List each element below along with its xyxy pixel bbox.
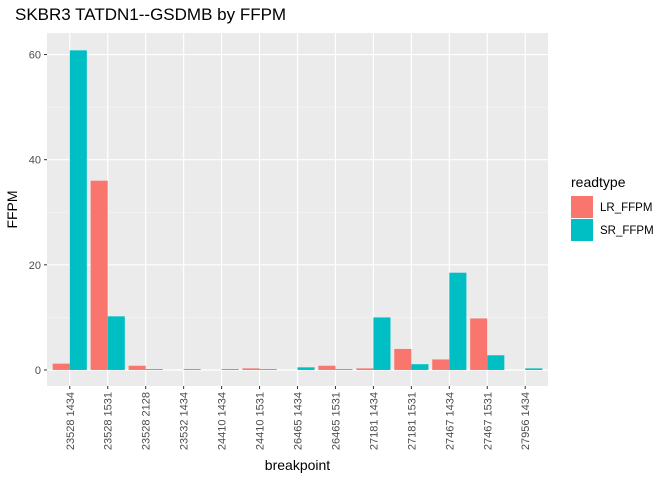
legend: readtype LR_FFPM SR_FFPM bbox=[571, 174, 654, 241]
bar-sr-ffpm bbox=[335, 369, 353, 370]
bar-sr-ffpm bbox=[373, 317, 391, 370]
bars bbox=[52, 50, 543, 370]
y-tick-label: 0 bbox=[35, 365, 41, 377]
bar-sr-ffpm bbox=[487, 355, 505, 370]
y-tick-label: 60 bbox=[29, 50, 41, 62]
x-tick-label: 26465 1434 bbox=[293, 392, 305, 450]
x-tick-label: 24410 1434 bbox=[217, 392, 229, 450]
y-tick-label: 20 bbox=[29, 260, 41, 272]
y-axis-title: FFPM bbox=[4, 190, 20, 228]
bar-sr-ffpm bbox=[69, 50, 87, 370]
bar-lr-ffpm bbox=[242, 368, 260, 370]
bar-sr-ffpm bbox=[411, 364, 429, 370]
x-tick-label: 27181 1434 bbox=[368, 392, 380, 450]
y-axis: 0 20 40 60 bbox=[29, 50, 47, 377]
legend-key-lr-ffpm bbox=[571, 196, 593, 218]
x-tick-label: 27467 1434 bbox=[444, 392, 456, 450]
bar-sr-ffpm bbox=[259, 369, 277, 370]
bar-sr-ffpm bbox=[145, 369, 163, 370]
legend-label: SR_FFPM bbox=[600, 225, 654, 237]
x-tick-label: 23528 2128 bbox=[141, 392, 153, 450]
x-tick-label: 26465 1531 bbox=[330, 392, 342, 450]
x-tick-label: 23528 1434 bbox=[65, 392, 77, 450]
bar-sr-ffpm bbox=[449, 272, 467, 370]
x-tick-label: 27181 1531 bbox=[406, 392, 418, 450]
x-axis-title: breakpoint bbox=[265, 457, 330, 473]
x-tick-label: 24410 1531 bbox=[255, 392, 267, 450]
bar-sr-ffpm bbox=[297, 367, 315, 370]
x-tick-label: 23532 1434 bbox=[179, 392, 191, 450]
bar-sr-ffpm bbox=[221, 369, 239, 370]
bar-lr-ffpm bbox=[356, 368, 374, 370]
y-tick-label: 40 bbox=[29, 155, 41, 167]
chart-title: SKBR3 TATDN1--GSDMB by FFPM bbox=[15, 5, 286, 24]
bar-lr-ffpm bbox=[90, 180, 108, 370]
x-tick-label: 27467 1531 bbox=[482, 392, 494, 450]
bar-lr-ffpm bbox=[394, 348, 412, 370]
bar-sr-ffpm bbox=[183, 369, 201, 370]
bar-sr-ffpm bbox=[107, 316, 125, 370]
bar-lr-ffpm bbox=[318, 365, 336, 370]
legend-key-sr-ffpm bbox=[571, 219, 593, 241]
x-axis: 23528 1434 23528 1531 23528 2128 23532 1434… bbox=[65, 386, 532, 450]
bar-lr-ffpm bbox=[52, 363, 70, 370]
bar-lr-ffpm bbox=[128, 365, 146, 370]
bar-sr-ffpm bbox=[525, 368, 543, 370]
legend-title: readtype bbox=[571, 174, 626, 190]
x-tick-label: 27956 1434 bbox=[520, 392, 532, 450]
legend-label: LR_FFPM bbox=[600, 202, 652, 214]
bar-lr-ffpm bbox=[432, 359, 450, 370]
x-tick-label: 23528 1531 bbox=[103, 392, 115, 450]
bar-lr-ffpm bbox=[470, 318, 488, 370]
